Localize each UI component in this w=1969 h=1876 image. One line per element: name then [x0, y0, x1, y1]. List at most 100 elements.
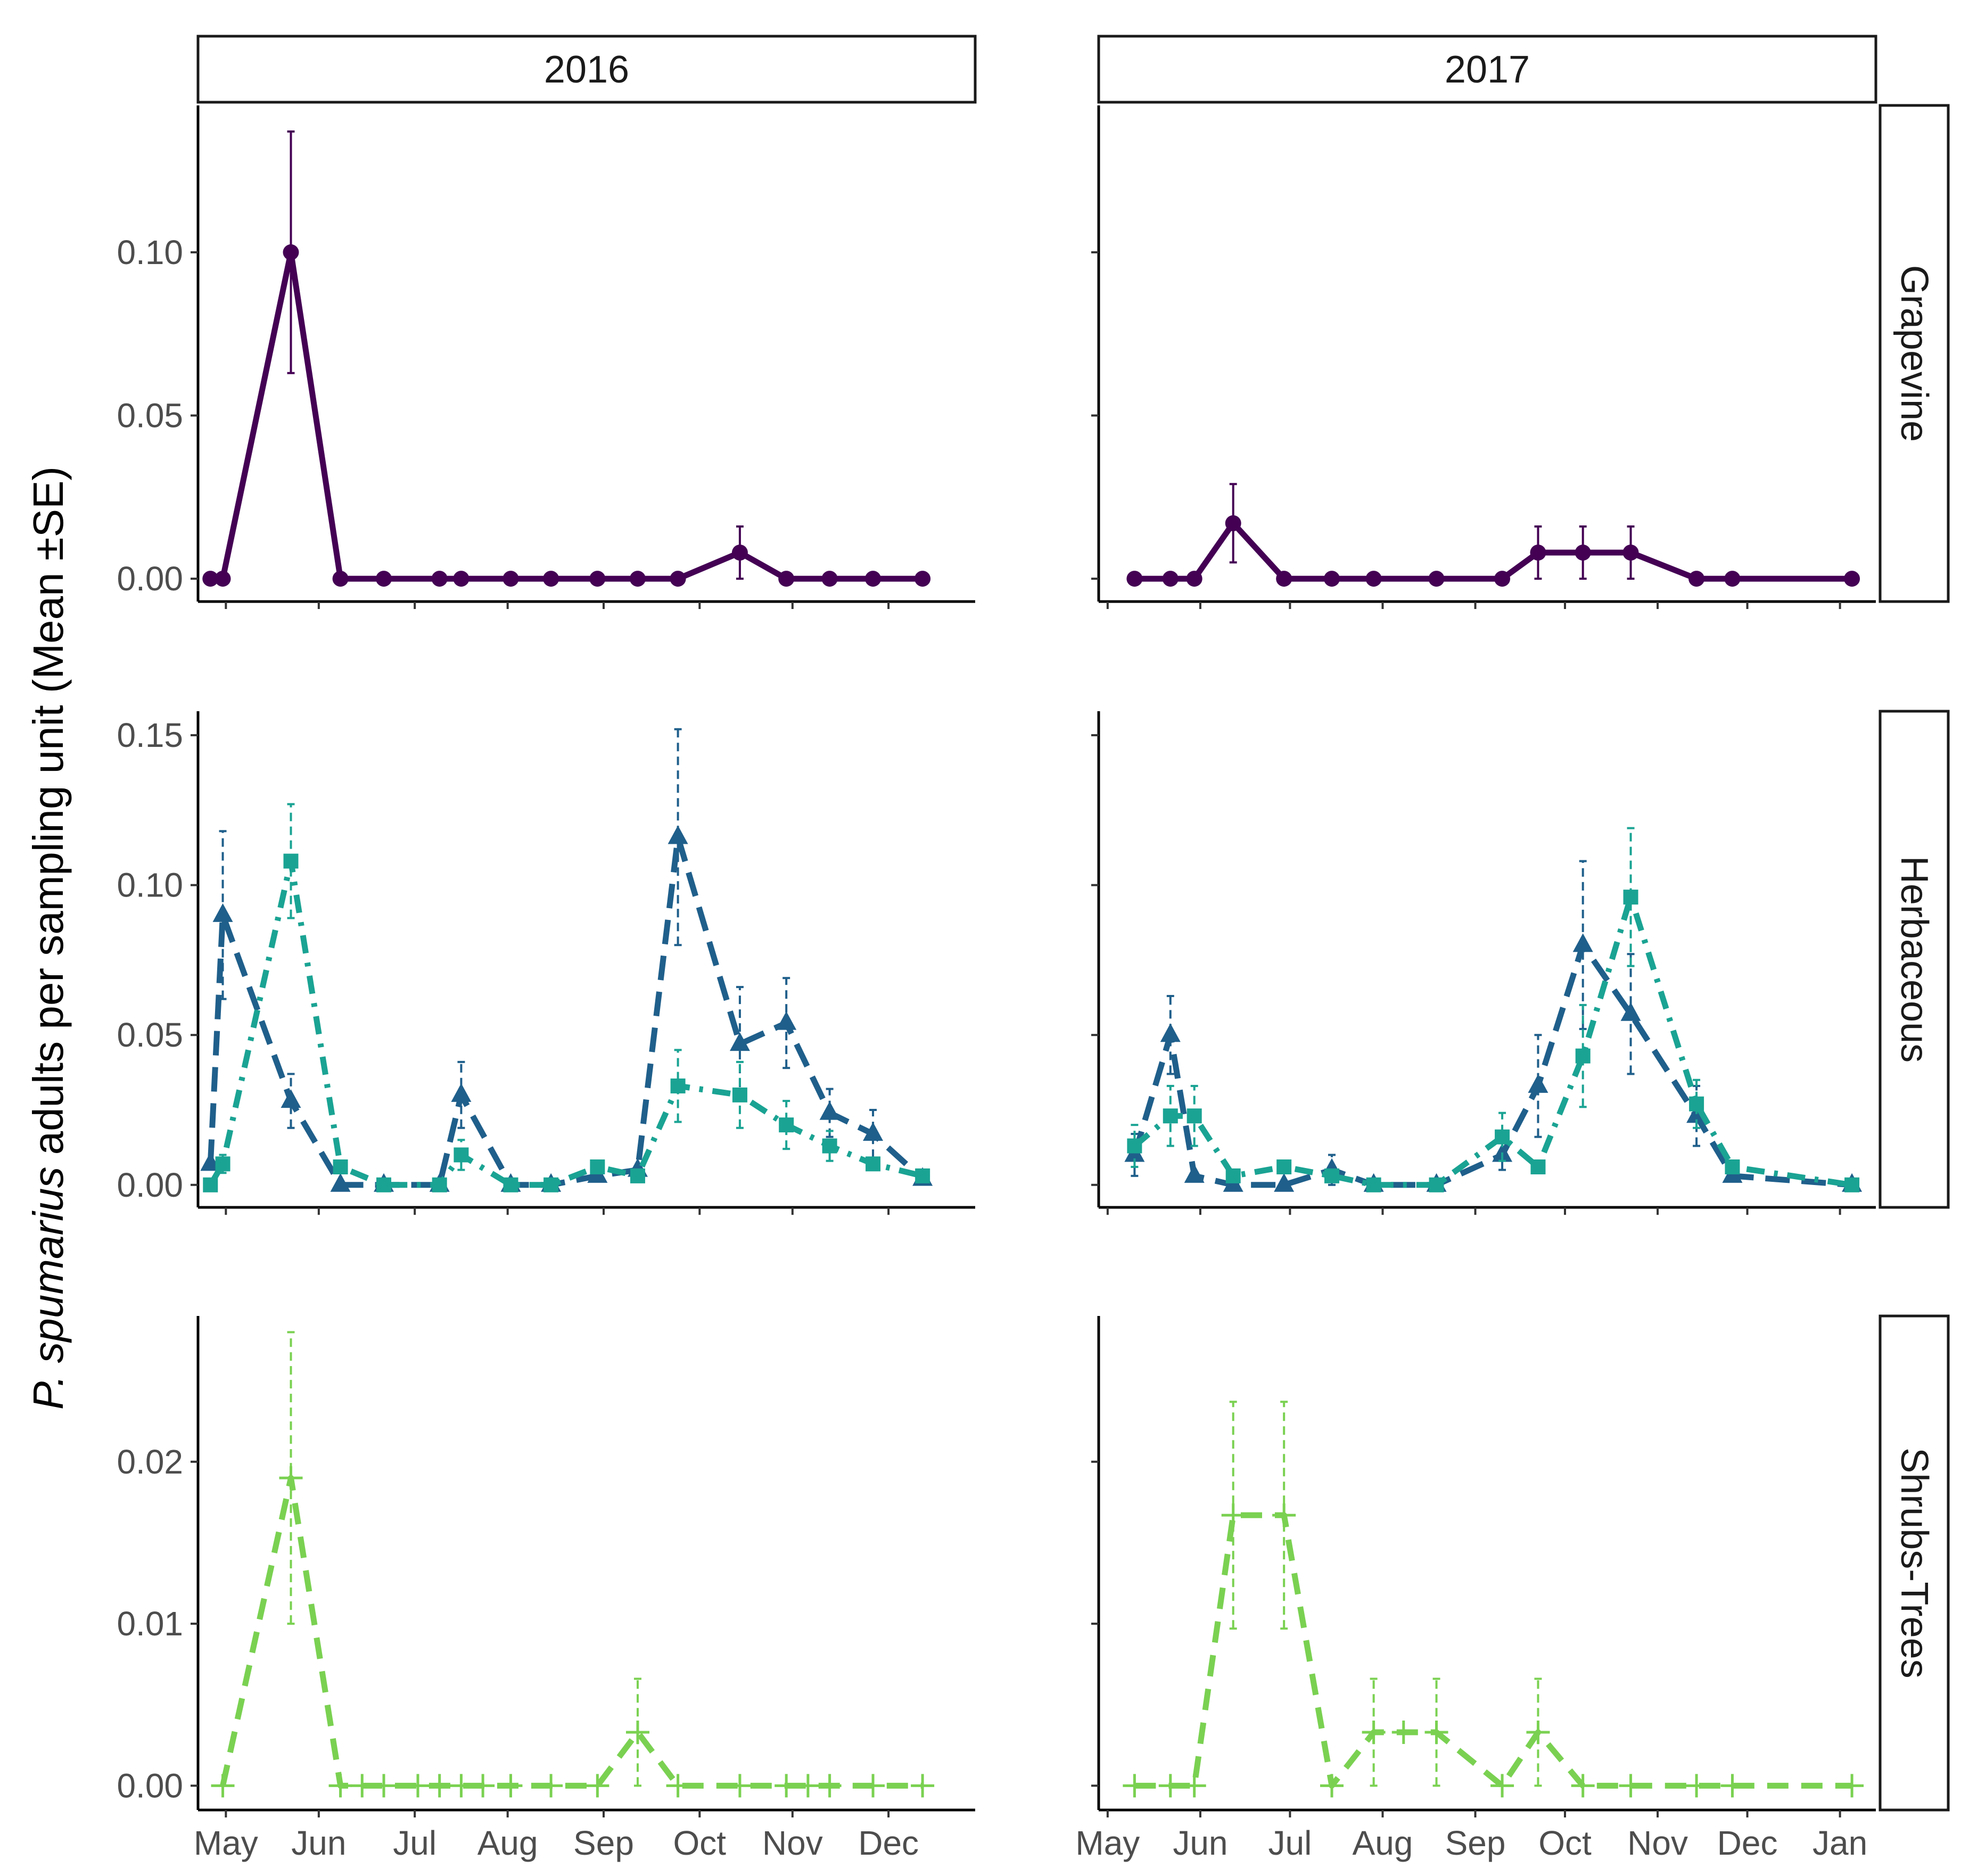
- data-point: [818, 1774, 842, 1798]
- data-point: [861, 1774, 885, 1798]
- data-point: [630, 1168, 645, 1183]
- data-point: [865, 571, 881, 587]
- data-point: [427, 1774, 451, 1798]
- data-point: [822, 1138, 837, 1154]
- x-tick-label: Jul: [1268, 1824, 1312, 1862]
- series-line: [208, 858, 924, 1188]
- data-point: [1619, 1774, 1643, 1798]
- data-point: [1162, 571, 1179, 587]
- data-point: [1221, 1503, 1245, 1527]
- strip-year-label: 2016: [544, 48, 629, 91]
- data-point: [1575, 545, 1591, 561]
- data-point: [819, 1101, 840, 1120]
- data-point: [1320, 1774, 1344, 1798]
- data-point: [629, 571, 646, 587]
- data-point: [1490, 1774, 1514, 1798]
- data-point: [1571, 1774, 1595, 1798]
- data-point: [332, 571, 349, 587]
- data-point: [202, 571, 219, 587]
- data-point: [376, 571, 392, 587]
- data-point: [1494, 571, 1511, 587]
- series-group: [1127, 827, 1860, 1192]
- series-group: [203, 803, 930, 1192]
- data-point: [406, 1774, 430, 1798]
- data-point: [1724, 571, 1741, 587]
- data-point: [728, 1774, 752, 1798]
- data-point: [330, 1173, 351, 1192]
- data-point: [1225, 515, 1241, 531]
- data-point: [1324, 1168, 1339, 1183]
- data-point: [625, 1720, 649, 1744]
- series-group: [1123, 1401, 1864, 1798]
- data-point: [454, 1147, 469, 1163]
- x-tick-label: Sep: [573, 1824, 634, 1862]
- data-point: [1274, 1173, 1295, 1192]
- data-point: [543, 1177, 559, 1192]
- data-point: [502, 571, 519, 587]
- data-point: [1530, 545, 1546, 561]
- strip-host-label: Grapevine: [1893, 265, 1935, 442]
- x-tick-label: Jun: [1173, 1824, 1227, 1862]
- data-point: [543, 571, 559, 587]
- data-point: [1620, 1002, 1641, 1021]
- data-point: [1158, 1774, 1182, 1798]
- y-tick-label: 0.02: [117, 1443, 183, 1481]
- data-point: [1362, 1720, 1386, 1744]
- data-point: [283, 853, 299, 869]
- strip-right-box: [1879, 710, 1950, 1209]
- x-tick-label: May: [194, 1824, 258, 1862]
- data-point: [1160, 1023, 1181, 1042]
- y-tick-label: 0.10: [117, 233, 183, 271]
- data-point: [1429, 1177, 1444, 1192]
- data-point: [449, 1774, 473, 1798]
- data-point: [589, 571, 606, 587]
- data-point: [866, 1156, 881, 1172]
- data-point: [731, 545, 748, 561]
- data-point: [776, 1011, 797, 1030]
- strip-host-label: Shrubs-Trees: [1893, 1447, 1935, 1678]
- data-point: [666, 1774, 690, 1798]
- data-point: [729, 1032, 750, 1051]
- data-point: [778, 571, 795, 587]
- strip-host-label: Herbaceous: [1893, 856, 1935, 1063]
- strip-right-box: [1879, 1314, 1950, 1812]
- strip-top-box: [1097, 35, 1877, 104]
- data-point: [1840, 1774, 1864, 1798]
- data-point: [211, 1774, 235, 1798]
- data-point: [453, 571, 469, 587]
- data-point: [915, 1168, 930, 1183]
- panel-frames: [191, 35, 1950, 1817]
- data-point: [1276, 571, 1292, 587]
- data-point: [1184, 1164, 1205, 1183]
- data-point: [775, 1774, 798, 1798]
- data-point: [215, 1156, 230, 1172]
- data-point: [1126, 571, 1143, 587]
- data-point: [1725, 1159, 1740, 1174]
- data-point: [1127, 1138, 1142, 1154]
- data-point: [1187, 1108, 1202, 1124]
- data-point: [1163, 1108, 1178, 1124]
- data-point: [283, 244, 299, 260]
- data-point: [1424, 1720, 1448, 1744]
- y-axis-label-species: P. spumarius: [24, 1167, 72, 1410]
- data-point: [1688, 571, 1705, 587]
- data-point: [668, 825, 688, 844]
- data-point: [212, 903, 233, 922]
- x-tick-label: Oct: [1538, 1824, 1592, 1862]
- data-point: [1720, 1774, 1744, 1798]
- data-point: [863, 1122, 884, 1141]
- data-point: [1495, 1129, 1510, 1145]
- data-point: [911, 1774, 935, 1798]
- data-point: [1844, 571, 1860, 587]
- strip-year-label: 2017: [1445, 48, 1530, 91]
- data-point: [376, 1177, 392, 1192]
- data-point: [215, 571, 231, 587]
- data-point: [431, 571, 448, 587]
- x-tick-label: May: [1075, 1824, 1140, 1862]
- data-point: [1844, 1177, 1860, 1192]
- data-point: [281, 1089, 301, 1108]
- data-point: [1526, 1720, 1550, 1744]
- data-point: [1530, 1159, 1546, 1174]
- x-tick-label: Jun: [291, 1824, 346, 1862]
